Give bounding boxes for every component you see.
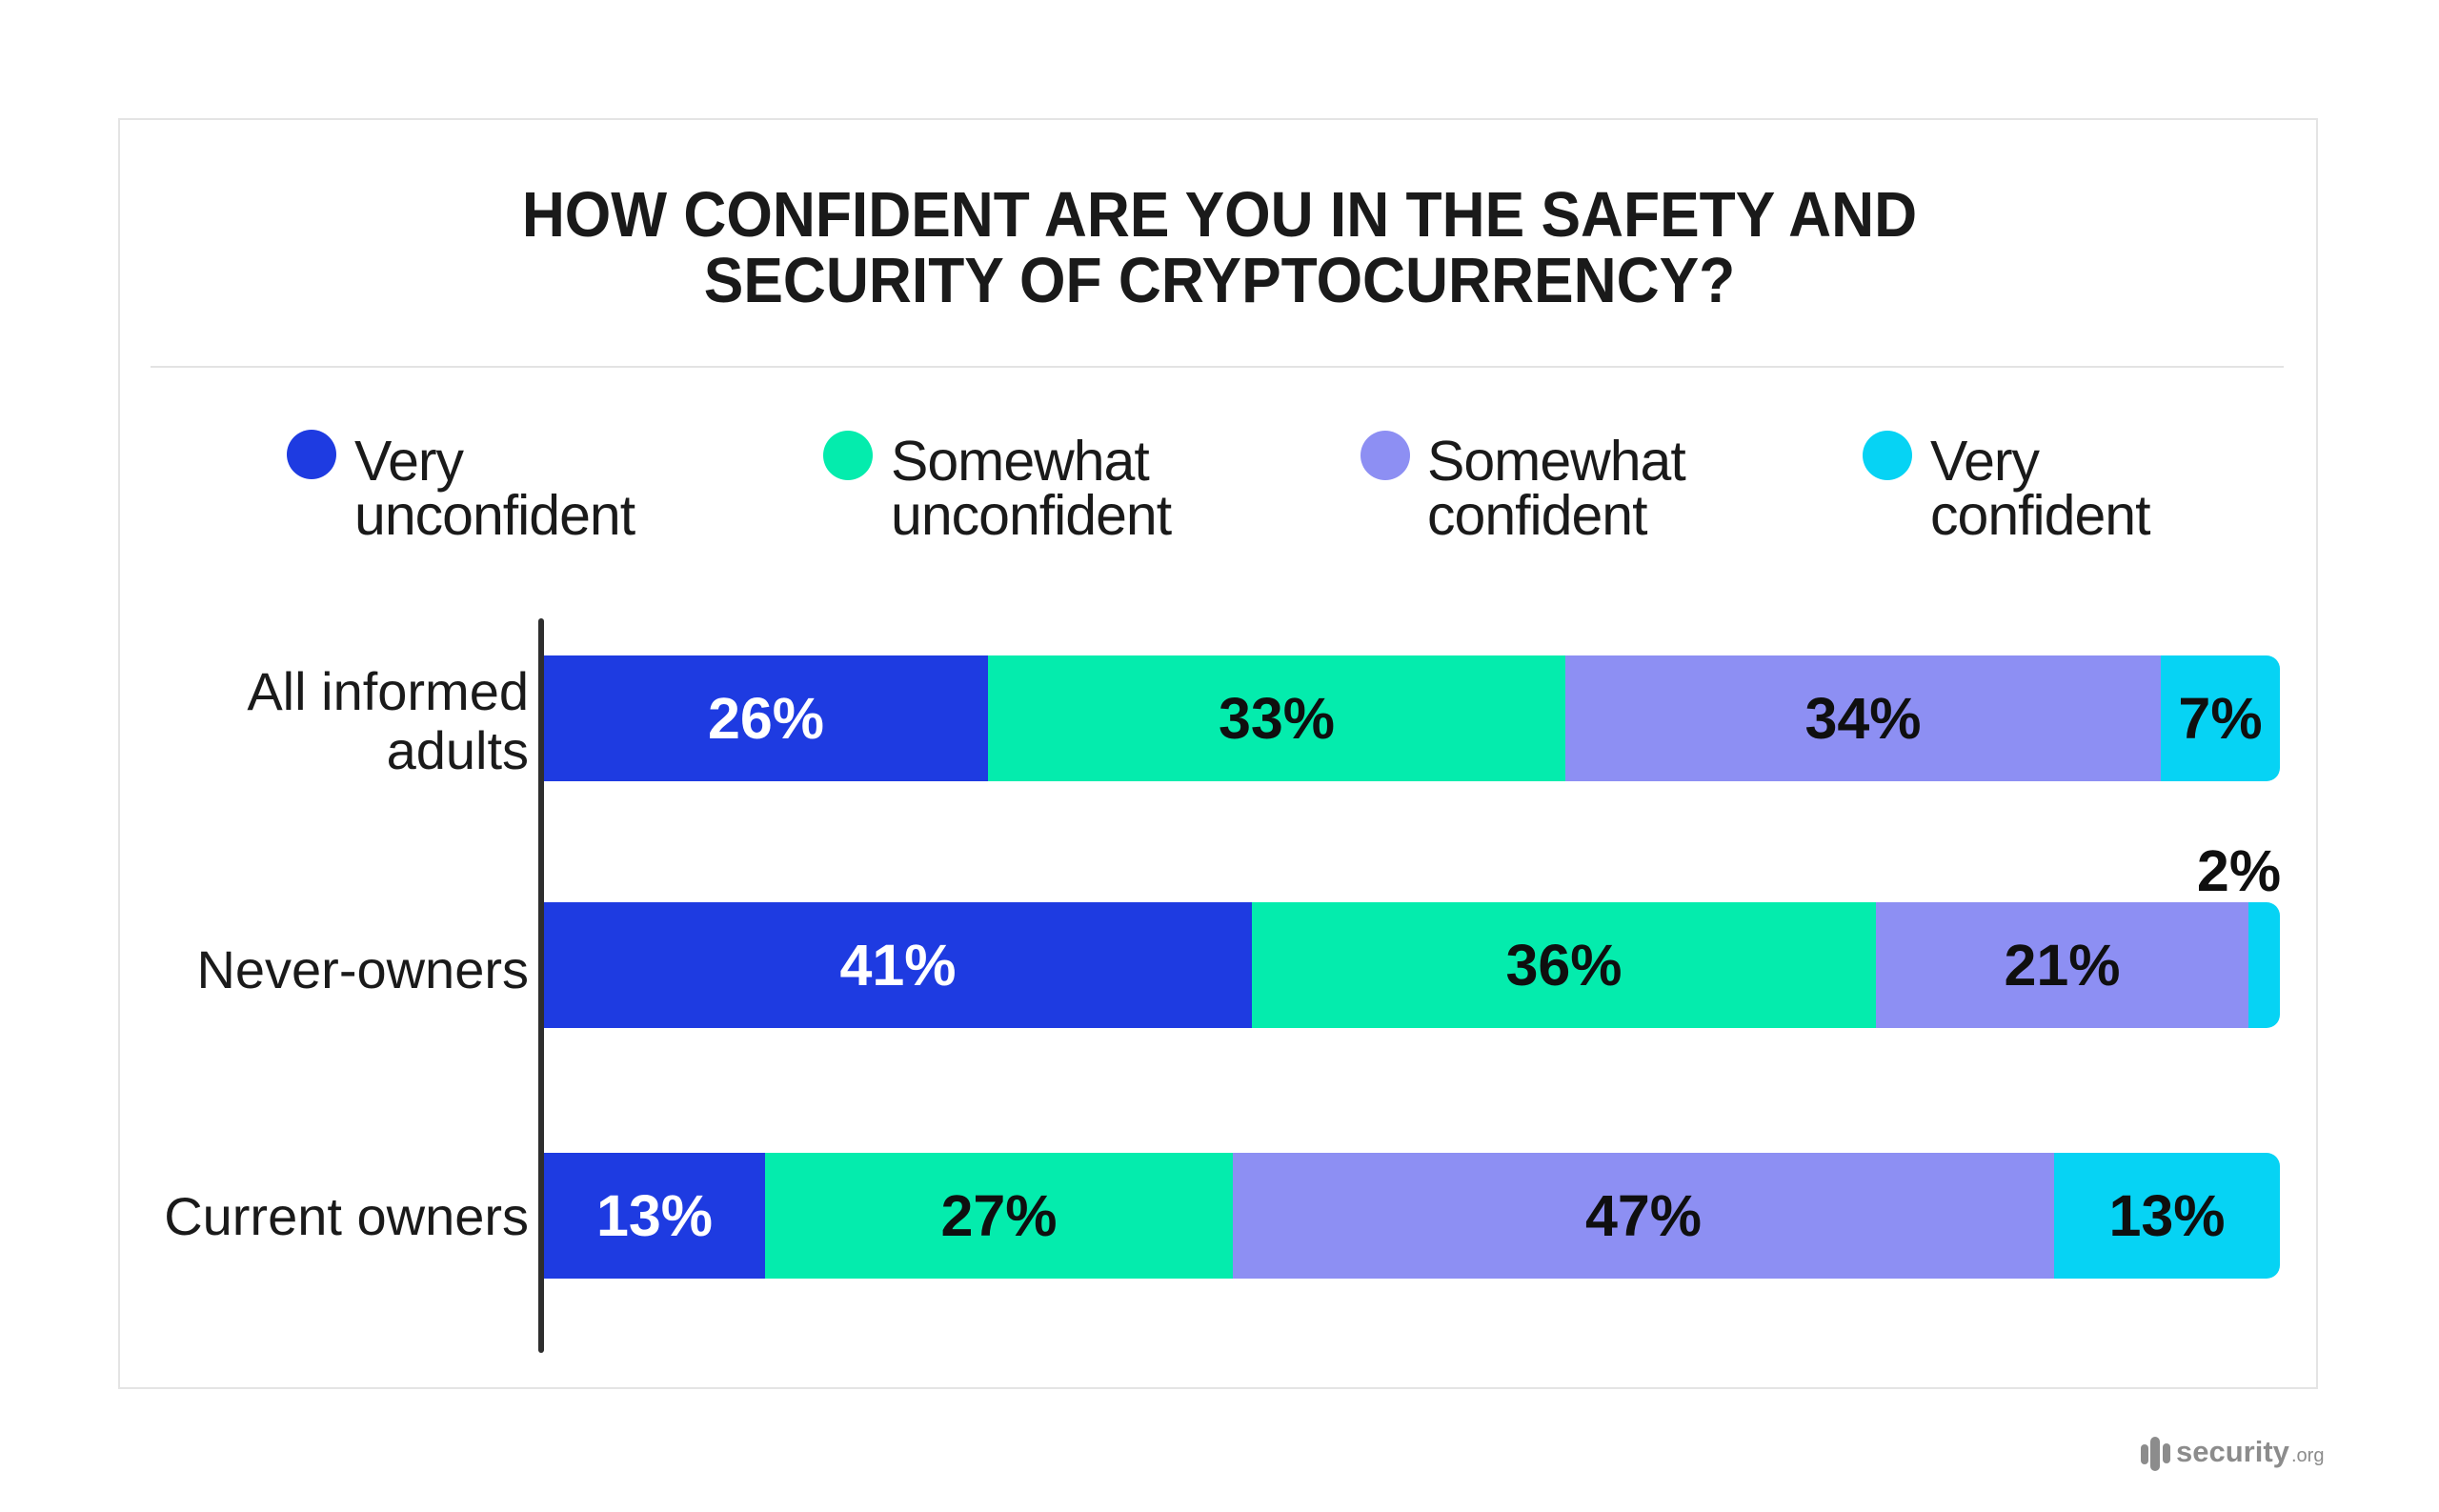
svg-text:.org: .org xyxy=(2291,1445,2324,1466)
svg-text:security: security xyxy=(2176,1435,2290,1468)
